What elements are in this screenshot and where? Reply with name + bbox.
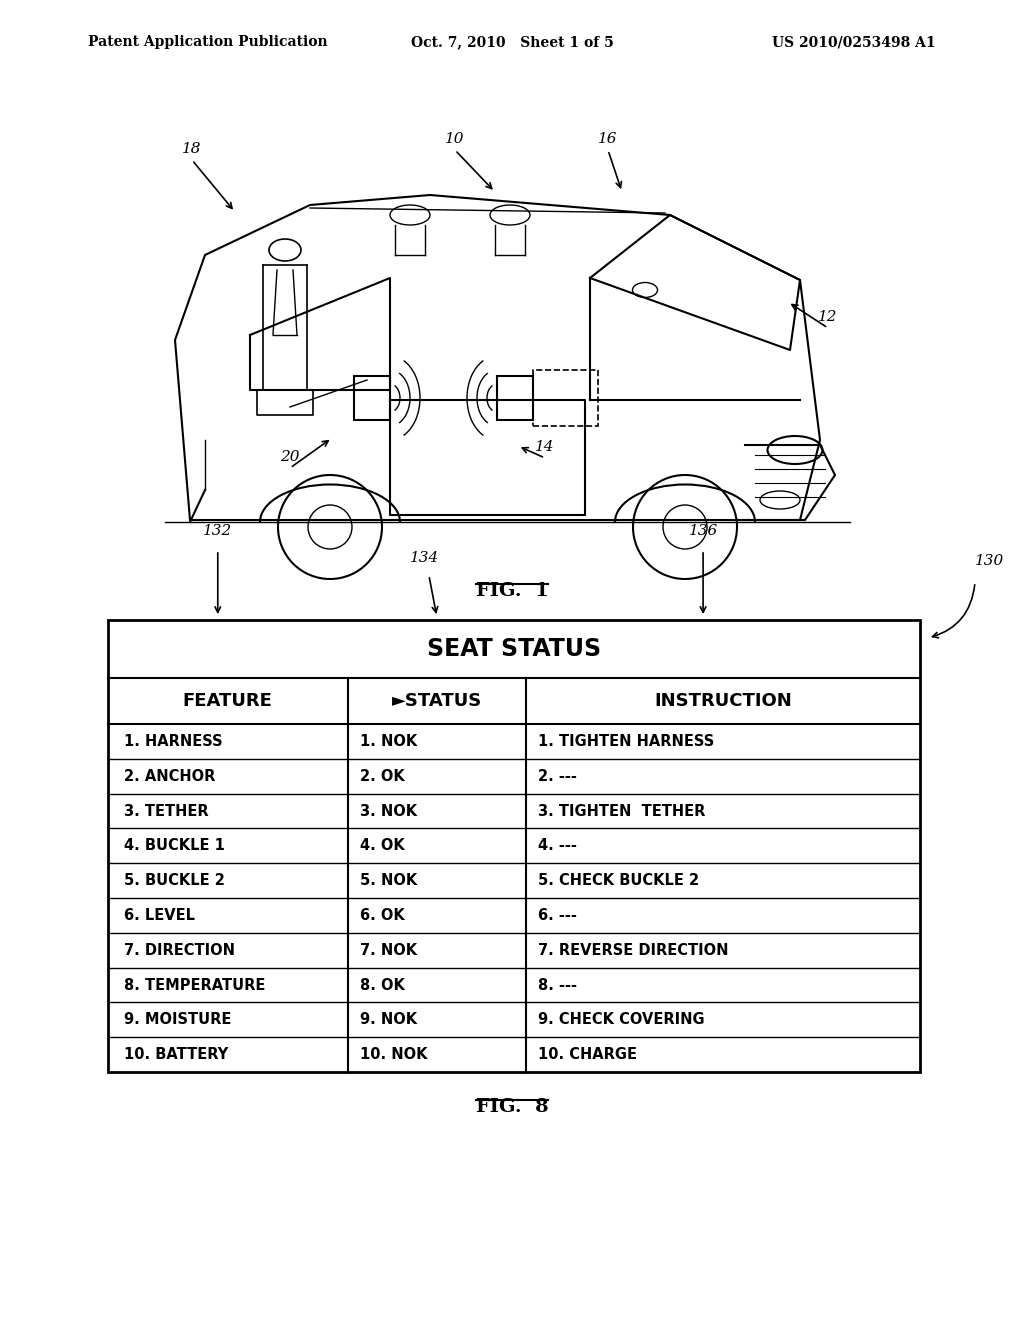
Text: 5. BUCKLE 2: 5. BUCKLE 2 (124, 873, 225, 888)
Text: FEATURE: FEATURE (183, 692, 272, 710)
Text: 1. HARNESS: 1. HARNESS (124, 734, 222, 748)
Text: ►STATUS: ►STATUS (392, 692, 482, 710)
Bar (497, 376, 534, 420)
Text: 7. REVERSE DIRECTION: 7. REVERSE DIRECTION (539, 942, 729, 958)
Text: 4. ---: 4. --- (539, 838, 578, 853)
Text: 9. CHECK COVERING: 9. CHECK COVERING (539, 1012, 705, 1027)
Text: 1. NOK: 1. NOK (359, 734, 417, 748)
Text: 3. TETHER: 3. TETHER (124, 804, 209, 818)
Text: 2. OK: 2. OK (359, 768, 404, 784)
Text: 6. ---: 6. --- (539, 908, 578, 923)
Text: 14: 14 (536, 440, 555, 454)
Text: 134: 134 (411, 550, 439, 565)
Text: 2. ANCHOR: 2. ANCHOR (124, 768, 215, 784)
Text: Patent Application Publication: Patent Application Publication (88, 36, 328, 49)
Text: 1. TIGHTEN HARNESS: 1. TIGHTEN HARNESS (539, 734, 715, 748)
Text: 3. TIGHTEN  TETHER: 3. TIGHTEN TETHER (539, 804, 706, 818)
Text: 6. OK: 6. OK (359, 908, 404, 923)
Bar (354, 376, 390, 420)
Text: 10. NOK: 10. NOK (359, 1047, 427, 1063)
Text: 5. CHECK BUCKLE 2: 5. CHECK BUCKLE 2 (539, 873, 699, 888)
Text: 16: 16 (598, 132, 617, 147)
Text: 10. CHARGE: 10. CHARGE (539, 1047, 637, 1063)
Text: 2. ---: 2. --- (539, 768, 578, 784)
Text: 9. MOISTURE: 9. MOISTURE (124, 1012, 231, 1027)
Text: 136: 136 (688, 524, 718, 539)
Text: Oct. 7, 2010   Sheet 1 of 5: Oct. 7, 2010 Sheet 1 of 5 (411, 36, 613, 49)
Text: 10. BATTERY: 10. BATTERY (124, 1047, 228, 1063)
Text: 9. NOK: 9. NOK (359, 1012, 417, 1027)
Text: 4. OK: 4. OK (359, 838, 404, 853)
Text: 18: 18 (182, 143, 202, 156)
Text: FIG.  1: FIG. 1 (475, 582, 549, 601)
Text: 3. NOK: 3. NOK (359, 804, 417, 818)
Text: US 2010/0253498 A1: US 2010/0253498 A1 (772, 36, 936, 49)
Text: FIG.  8: FIG. 8 (476, 1098, 548, 1115)
Text: 10: 10 (445, 132, 465, 147)
Bar (108, 620, 920, 1072)
Text: 8. OK: 8. OK (359, 978, 404, 993)
Text: 4. BUCKLE 1: 4. BUCKLE 1 (124, 838, 225, 853)
Text: 5. NOK: 5. NOK (359, 873, 417, 888)
Text: 12: 12 (818, 310, 838, 323)
Text: 130: 130 (975, 554, 1005, 568)
Text: 132: 132 (203, 524, 232, 539)
Text: 7. DIRECTION: 7. DIRECTION (124, 942, 234, 958)
Text: 8. TEMPERATURE: 8. TEMPERATURE (124, 978, 265, 993)
Bar (534, 370, 598, 426)
Text: 20: 20 (281, 450, 300, 465)
Text: SEAT STATUS: SEAT STATUS (427, 638, 601, 661)
Text: 6. LEVEL: 6. LEVEL (124, 908, 195, 923)
Text: INSTRUCTION: INSTRUCTION (654, 692, 792, 710)
Text: 7. NOK: 7. NOK (359, 942, 417, 958)
Text: 8. ---: 8. --- (539, 978, 578, 993)
